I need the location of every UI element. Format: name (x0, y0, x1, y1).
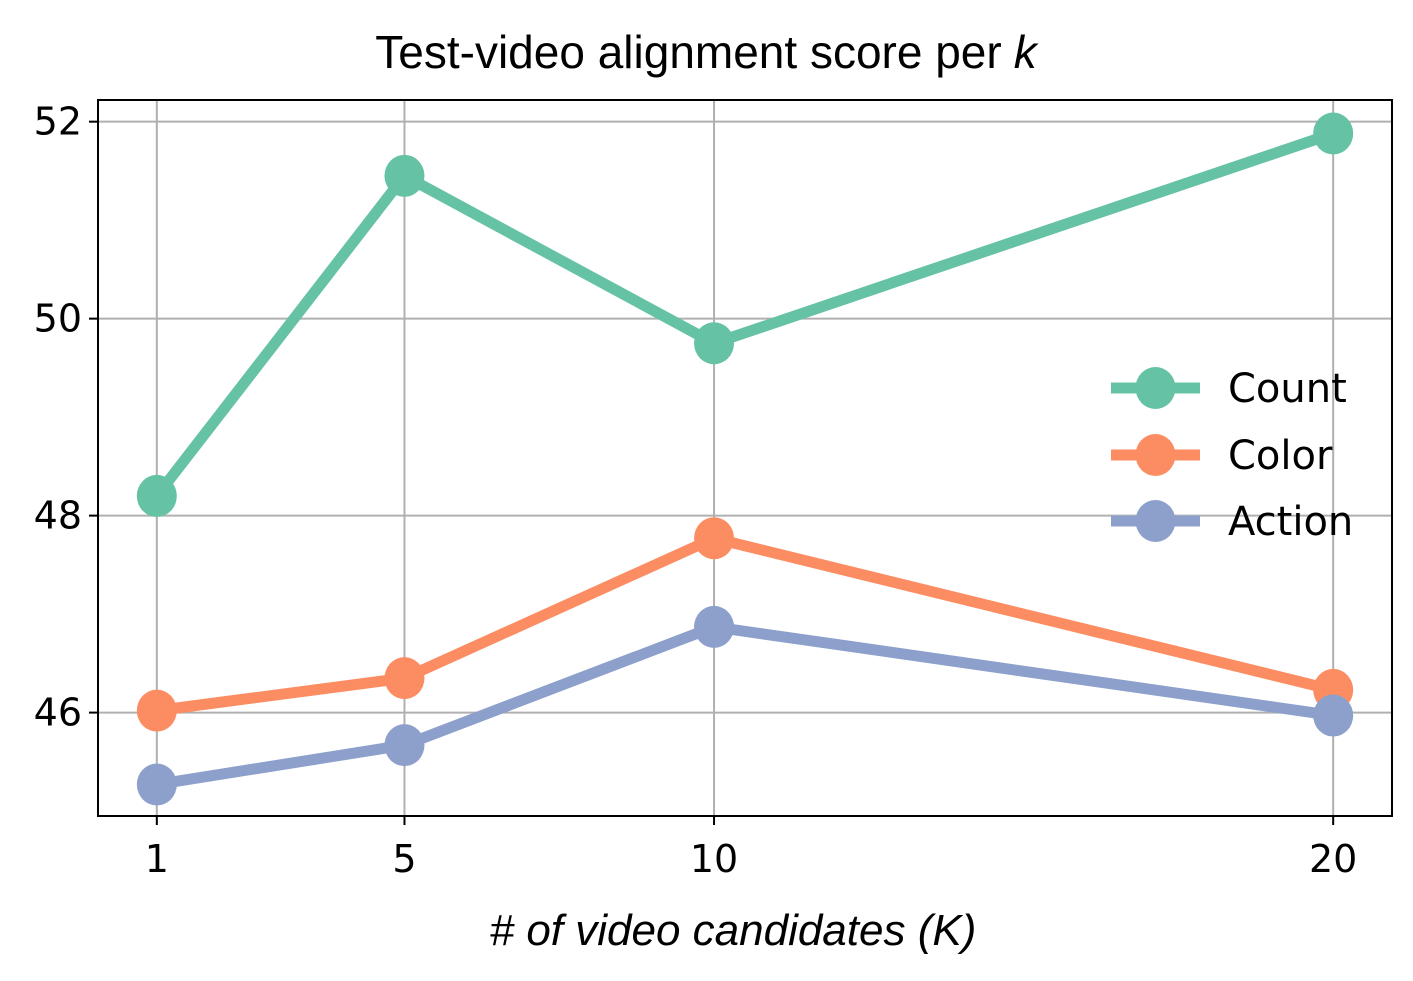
series-line (151, 532, 1339, 717)
data-point (136, 689, 177, 732)
data-point (694, 322, 735, 365)
series-color (136, 517, 1354, 732)
series-action (136, 605, 1354, 806)
legend-label: Color (1228, 433, 1333, 479)
chart-title-k: k (1014, 26, 1039, 78)
chart-title: Test-video alignment score per k (375, 26, 1038, 78)
legend-label: Action (1228, 499, 1353, 545)
legend-item-count: Count (1111, 366, 1347, 412)
series-line (151, 127, 1339, 502)
data-point (694, 517, 735, 560)
y-tick-label: 52 (34, 100, 82, 144)
legend-label: Count (1228, 366, 1347, 412)
x-tick-label: 5 (392, 837, 416, 881)
legend-marker (1135, 367, 1176, 409)
data-point (384, 724, 425, 767)
data-point (136, 763, 177, 806)
series-lines (136, 112, 1354, 806)
x-tick-label: 10 (690, 837, 738, 881)
y-tick-label: 48 (34, 494, 82, 538)
y-tick-label: 46 (34, 691, 82, 735)
grid-lines (98, 100, 1392, 816)
x-axis-label: # of video candidates (K) (490, 906, 977, 955)
data-point (1313, 694, 1354, 737)
series-line (151, 621, 1339, 790)
x-tick-label: 1 (145, 837, 169, 881)
plot-area-frame (97, 99, 1393, 817)
chart-title-main: Test-video alignment score per (375, 26, 1001, 78)
data-point (384, 154, 425, 197)
y-tick-label: 50 (34, 297, 82, 341)
legend-marker (1135, 434, 1176, 476)
legend-marker (1135, 500, 1176, 542)
legend: Count Color Action (1111, 366, 1353, 545)
x-tick-label: 20 (1309, 837, 1357, 881)
axis-ticks: 1 5 10 20 46 48 50 52 (34, 100, 1358, 881)
data-point (384, 657, 425, 700)
series-count (136, 112, 1354, 517)
legend-item-action: Action (1111, 499, 1353, 545)
data-point (136, 474, 177, 517)
legend-item-color: Color (1111, 433, 1333, 479)
data-point (694, 605, 735, 648)
data-point (1313, 112, 1354, 155)
